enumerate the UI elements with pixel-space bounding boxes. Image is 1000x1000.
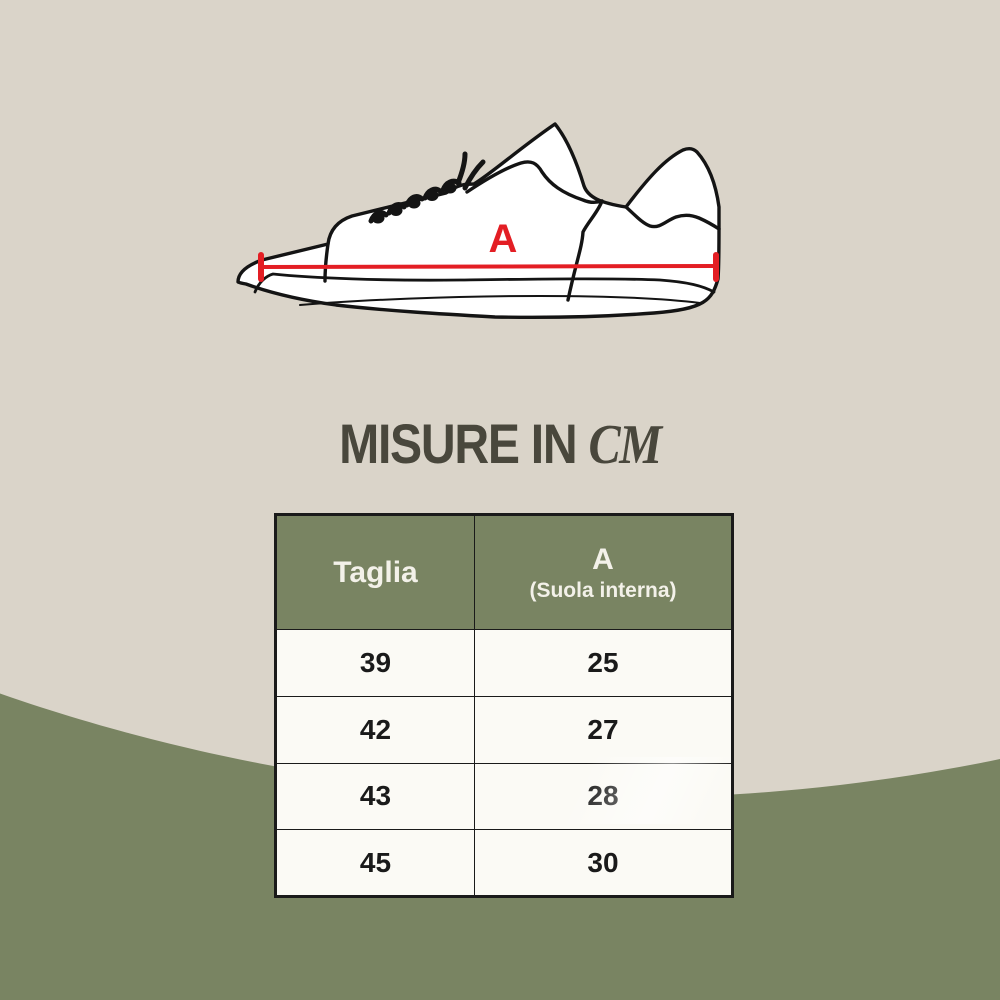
svg-text:A: A [489,217,518,261]
